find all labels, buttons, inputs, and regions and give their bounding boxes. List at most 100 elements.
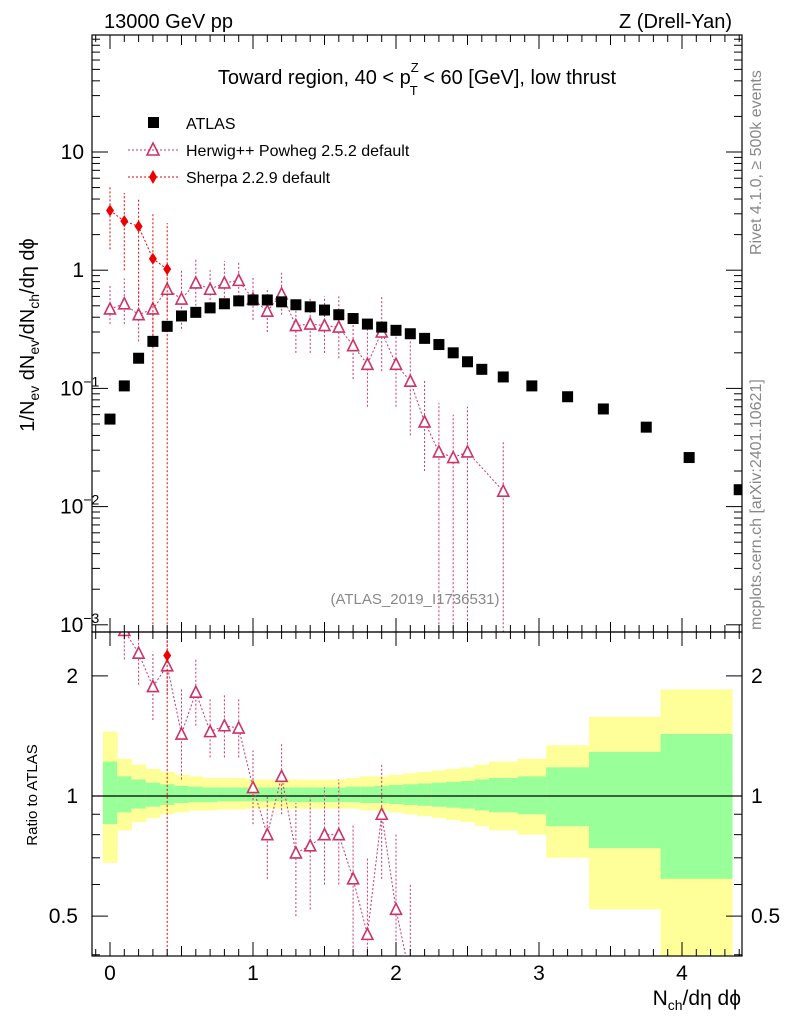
ratio-sherpa-point bbox=[163, 649, 172, 662]
ratio-herwig-point bbox=[346, 871, 360, 885]
ratio-herwig-point bbox=[389, 901, 403, 916]
ratio-band-inner bbox=[303, 787, 318, 803]
top-y-tick-label: 1 bbox=[72, 259, 84, 282]
atlas-point bbox=[176, 310, 187, 322]
herwig-point bbox=[417, 414, 432, 428]
bottom-frame bbox=[91, 631, 743, 957]
ratio-band-inner bbox=[517, 776, 547, 815]
herwig-point bbox=[103, 301, 117, 315]
herwig-point bbox=[260, 303, 275, 317]
atlas-point bbox=[147, 335, 159, 347]
header-process-label: Z (Drell-Yan) bbox=[619, 11, 732, 33]
x-tick-label: 4 bbox=[676, 962, 688, 985]
herwig-point bbox=[360, 356, 375, 371]
herwig-point bbox=[203, 281, 217, 296]
atlas-point bbox=[361, 318, 373, 330]
herwig-point bbox=[460, 444, 475, 458]
sherpa-point bbox=[106, 204, 114, 217]
herwig-point bbox=[446, 449, 460, 464]
legend: ATLAS Herwig++ Powheg 2.5.2 default Sher… bbox=[128, 116, 410, 187]
ratio-band-inner bbox=[231, 787, 247, 802]
ratio-herwig-line bbox=[124, 632, 407, 956]
atlas-point bbox=[247, 294, 259, 306]
chart-title: Toward region, 40 < pZ T < 60 [GeV], low … bbox=[218, 60, 617, 98]
ratio-band-inner bbox=[345, 786, 361, 803]
ratio-band-inner bbox=[117, 776, 132, 813]
atlas-point bbox=[447, 347, 459, 359]
atlas-point bbox=[161, 320, 173, 332]
ratio-herwig-point bbox=[174, 726, 189, 740]
ratio-herwig-point bbox=[360, 926, 375, 941]
x-tick-label: 2 bbox=[390, 962, 402, 985]
herwig-point bbox=[217, 275, 232, 289]
bottom-y-axis-label: Ratio to ATLAS bbox=[24, 744, 41, 845]
atlas-point bbox=[683, 452, 695, 464]
atlas-point bbox=[733, 484, 742, 496]
ratio-herwig-point bbox=[374, 806, 389, 821]
atlas-point bbox=[218, 298, 230, 310]
legend-atlas-label: ATLAS bbox=[186, 116, 236, 133]
atlas-point bbox=[497, 371, 509, 383]
sherpa-point bbox=[148, 252, 157, 265]
ratio-band-inner bbox=[589, 751, 662, 849]
legend-herwig-label: Herwig++ Powheg 2.5.2 default bbox=[186, 143, 410, 160]
ratio-band-inner bbox=[546, 767, 590, 827]
atlas-point bbox=[261, 294, 273, 306]
atlas-point bbox=[562, 391, 574, 403]
ratio-herwig-point bbox=[246, 779, 260, 794]
herwig-point bbox=[332, 319, 346, 333]
sherpa-point bbox=[120, 215, 129, 228]
ratio-herwig-point bbox=[217, 717, 232, 732]
atlas-point bbox=[276, 296, 288, 308]
mcplots-label: mcplots.cern.ch [arXiv:2401.10621] bbox=[748, 379, 765, 630]
bottom-y-tick-label-right: 0.5 bbox=[751, 905, 780, 928]
ratio-band-inner bbox=[102, 761, 118, 825]
bottom-y-tick-label-left: 1 bbox=[66, 785, 78, 808]
atlas-point bbox=[190, 306, 202, 318]
ratio-herwig-point bbox=[105, 600, 116, 611]
atlas-point bbox=[104, 413, 116, 425]
ratio-band-inner bbox=[288, 787, 304, 803]
ratio-band-inner bbox=[388, 785, 404, 804]
ratio-band-inner bbox=[488, 777, 519, 813]
atlas-point bbox=[333, 309, 345, 321]
rivet-version-label: Rivet 4.1.0, ≥ 500k events bbox=[748, 70, 765, 255]
atlas-point bbox=[204, 302, 216, 314]
herwig-point bbox=[289, 317, 303, 332]
top-y-axis-label: 1/Nev dNev/dNch/dη dϕ bbox=[17, 238, 42, 431]
top-y-tick-label: 10−3 bbox=[60, 610, 100, 637]
atlas-point bbox=[419, 332, 431, 344]
ratio-herwig-point bbox=[231, 720, 246, 734]
ratio-band-inner bbox=[431, 782, 447, 807]
ratio-band-inner bbox=[202, 787, 218, 803]
x-tick-label: 0 bbox=[104, 962, 116, 985]
ratio-herwig-point bbox=[260, 826, 275, 841]
herwig-point bbox=[146, 301, 160, 315]
ratio-band-inner bbox=[274, 787, 290, 802]
legend-herwig-marker bbox=[145, 141, 161, 156]
atlas-point bbox=[462, 356, 473, 368]
atlas-point bbox=[640, 421, 652, 433]
ratio-band-inner bbox=[474, 779, 490, 811]
bottom-y-tick-label-left: 2 bbox=[66, 665, 78, 688]
atlas-point bbox=[304, 301, 316, 313]
atlas-point bbox=[133, 352, 145, 364]
atlas-point bbox=[526, 380, 538, 392]
herwig-point bbox=[317, 317, 332, 332]
ratio-band-inner bbox=[260, 787, 275, 802]
atlas-point bbox=[376, 321, 388, 333]
atlas-point bbox=[390, 324, 402, 336]
ratio-herwig-point bbox=[146, 678, 160, 693]
herwig-point bbox=[231, 272, 246, 287]
herwig-point bbox=[389, 356, 403, 371]
sherpa-point bbox=[134, 220, 143, 233]
ratio-herwig-point bbox=[131, 645, 146, 659]
ratio-band-inner bbox=[360, 786, 376, 804]
ratio-band-inner bbox=[174, 785, 190, 804]
ratio-band-inner bbox=[417, 783, 433, 806]
header-energy-label: 13000 GeV pp bbox=[104, 11, 233, 33]
herwig-point bbox=[346, 337, 360, 352]
herwig-point bbox=[496, 483, 511, 497]
herwig-point bbox=[403, 373, 418, 388]
